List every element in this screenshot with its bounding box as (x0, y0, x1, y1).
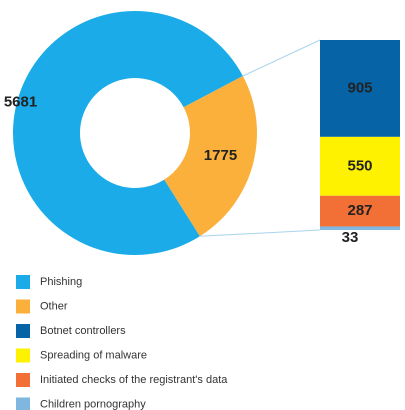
legend-label: Phishing (40, 276, 82, 288)
legend-swatch (16, 324, 30, 338)
legend-label: Other (40, 300, 68, 312)
bar-label: 905 (347, 79, 372, 96)
connector (242, 39, 321, 77)
slice-label: 1775 (204, 147, 237, 164)
bar-label: 287 (347, 202, 372, 219)
legend-swatch (16, 348, 30, 363)
legend-label: Children pornography (40, 398, 146, 410)
legend-label: Spreading of malware (40, 349, 147, 361)
legend-swatch (16, 397, 30, 410)
bar-segment (320, 40, 400, 137)
legend-label: Initiated checks of the registrant's dat… (40, 374, 228, 386)
bar-segment (320, 226, 400, 230)
bar-segment (320, 195, 400, 227)
slice (164, 76, 257, 237)
legend-label: Botnet controllers (40, 325, 126, 337)
slice (12, 10, 243, 255)
bar-segment (320, 136, 400, 196)
legend-swatch (16, 275, 30, 289)
connector (199, 229, 321, 237)
legend-swatch (16, 373, 30, 387)
bar-label: 550 (347, 157, 372, 174)
legend-swatch (16, 299, 30, 314)
bar-label: 33 (342, 229, 359, 246)
slice-label: 5681 (4, 93, 37, 110)
